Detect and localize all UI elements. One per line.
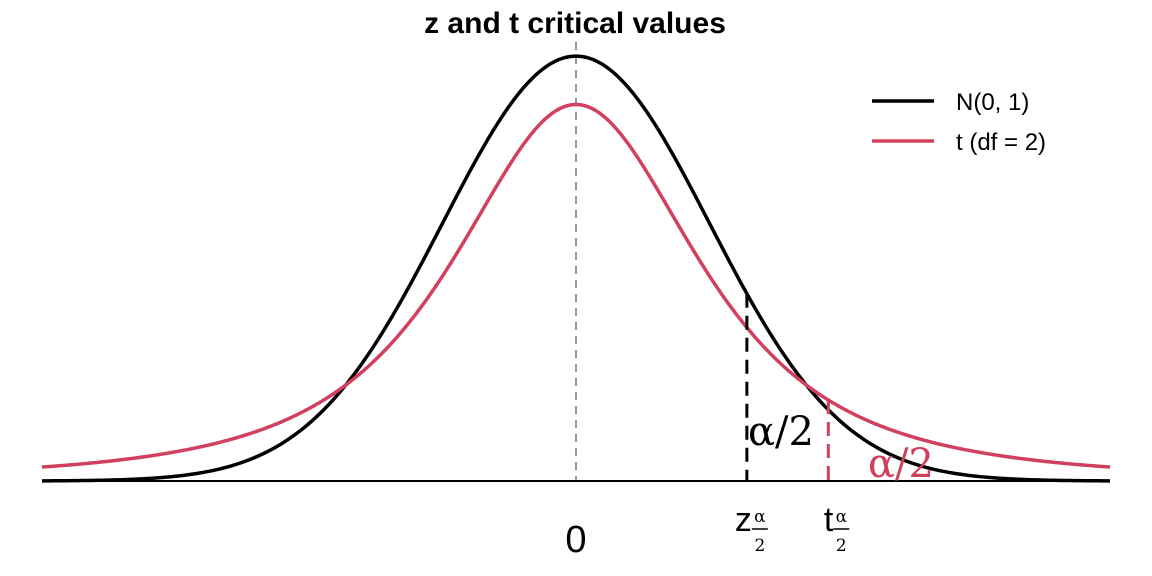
t-critical-label: t α 2 [824,501,850,556]
legend: N(0, 1) t (df = 2) [872,89,1046,156]
chart-title: z and t critical values [424,7,726,40]
z-critical-label: z α 2 [735,501,768,556]
z-critical-fraction-denominator: 2 [754,536,765,556]
legend-label-t: t (df = 2) [956,129,1046,156]
t-critical-fraction-denominator: 2 [836,536,847,556]
z-critical-fraction-numerator: α [754,507,766,527]
t-critical-fraction-numerator: α [836,507,848,527]
normal-curve [41,54,1111,483]
alpha-half-annotation-t: α/2 [868,441,934,487]
z-critical-main: z [735,501,752,539]
legend-label-normal: N(0, 1) [956,89,1029,116]
t-curve [41,102,1111,469]
alpha-half-annotation-z: α/2 [748,409,814,455]
t-critical-main: t [824,501,834,539]
x-tick-label: 0 [565,519,586,561]
